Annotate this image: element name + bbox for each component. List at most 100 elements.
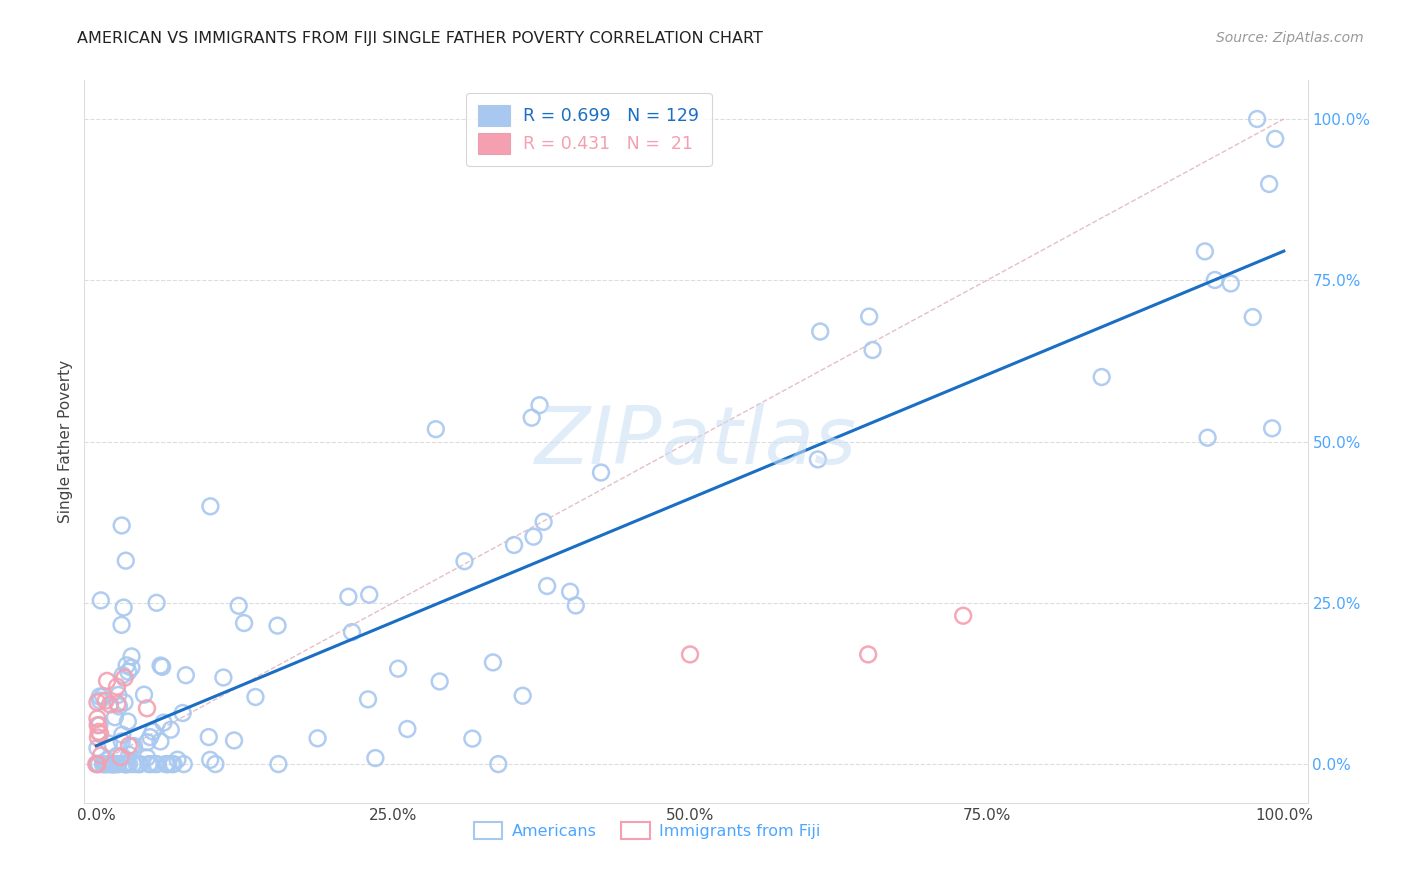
Point	[118, 739, 141, 753]
Point	[120, 739, 142, 754]
Point	[89, 690, 111, 704]
Point	[589, 466, 612, 480]
Point	[89, 718, 111, 732]
Point	[166, 753, 188, 767]
Point	[107, 757, 129, 772]
Point	[120, 660, 142, 674]
Point	[1091, 370, 1114, 384]
Point	[114, 757, 136, 772]
Point	[89, 727, 111, 741]
Point	[808, 325, 831, 339]
Text: AMERICAN VS IMMIGRANTS FROM FIJI SINGLE FATHER POVERTY CORRELATION CHART: AMERICAN VS IMMIGRANTS FROM FIJI SINGLE …	[77, 31, 763, 46]
Point	[136, 701, 159, 715]
Point	[307, 731, 329, 746]
Point	[94, 757, 117, 772]
Point	[110, 750, 132, 764]
Point	[115, 757, 138, 772]
Text: Source: ZipAtlas.com: Source: ZipAtlas.com	[1216, 31, 1364, 45]
Point	[267, 757, 290, 772]
Point	[97, 757, 120, 772]
Point	[160, 757, 183, 772]
Point	[121, 649, 143, 664]
Point	[162, 757, 184, 772]
Point	[105, 680, 128, 694]
Point	[522, 530, 544, 544]
Point	[94, 694, 117, 708]
Point	[565, 599, 588, 613]
Point	[122, 739, 145, 753]
Point	[150, 660, 173, 674]
Point	[364, 751, 387, 765]
Point	[89, 693, 111, 707]
Point	[145, 596, 167, 610]
Point	[112, 600, 135, 615]
Point	[155, 757, 177, 772]
Point	[107, 757, 129, 772]
Point	[172, 706, 194, 720]
Point	[1204, 273, 1226, 287]
Point	[952, 608, 974, 623]
Point	[90, 748, 112, 763]
Y-axis label: Single Father Poverty: Single Father Poverty	[58, 360, 73, 523]
Point	[108, 699, 131, 714]
Point	[1264, 132, 1286, 146]
Point	[149, 658, 172, 673]
Point	[429, 674, 451, 689]
Point	[152, 715, 174, 730]
Point	[142, 724, 165, 739]
Point	[86, 757, 108, 772]
Text: ZIPatlas: ZIPatlas	[534, 402, 858, 481]
Point	[91, 757, 114, 772]
Point	[396, 722, 419, 736]
Point	[512, 689, 534, 703]
Point	[128, 757, 150, 772]
Point	[558, 584, 581, 599]
Point	[91, 690, 114, 704]
Point	[86, 712, 108, 726]
Point	[111, 734, 134, 748]
Point	[107, 688, 129, 702]
Point	[111, 518, 134, 533]
Point	[110, 618, 132, 632]
Point	[486, 757, 509, 772]
Point	[1258, 177, 1281, 191]
Point	[159, 723, 181, 737]
Point	[1261, 421, 1284, 435]
Point	[111, 728, 134, 742]
Point	[125, 757, 148, 772]
Point	[114, 671, 136, 685]
Point	[84, 757, 107, 772]
Point	[503, 538, 526, 552]
Point	[359, 588, 381, 602]
Point	[157, 757, 180, 772]
Point	[90, 593, 112, 607]
Point	[100, 757, 122, 772]
Point	[173, 757, 195, 772]
Point	[1194, 244, 1216, 259]
Point	[245, 690, 267, 704]
Point	[204, 757, 226, 772]
Point	[533, 515, 555, 529]
Point	[103, 757, 125, 772]
Point	[139, 730, 162, 744]
Point	[425, 422, 447, 436]
Point	[87, 724, 110, 739]
Point	[118, 747, 141, 762]
Point	[136, 735, 159, 749]
Point	[115, 757, 138, 772]
Point	[118, 757, 141, 772]
Point	[340, 625, 363, 640]
Point	[104, 710, 127, 724]
Point	[96, 753, 118, 767]
Point	[856, 648, 879, 662]
Point	[136, 750, 159, 764]
Point	[94, 757, 117, 772]
Point	[114, 757, 136, 772]
Point	[858, 310, 880, 324]
Point	[149, 734, 172, 748]
Point	[132, 688, 155, 702]
Point	[1241, 310, 1264, 324]
Point	[453, 554, 475, 568]
Point	[115, 658, 138, 673]
Point	[86, 695, 108, 709]
